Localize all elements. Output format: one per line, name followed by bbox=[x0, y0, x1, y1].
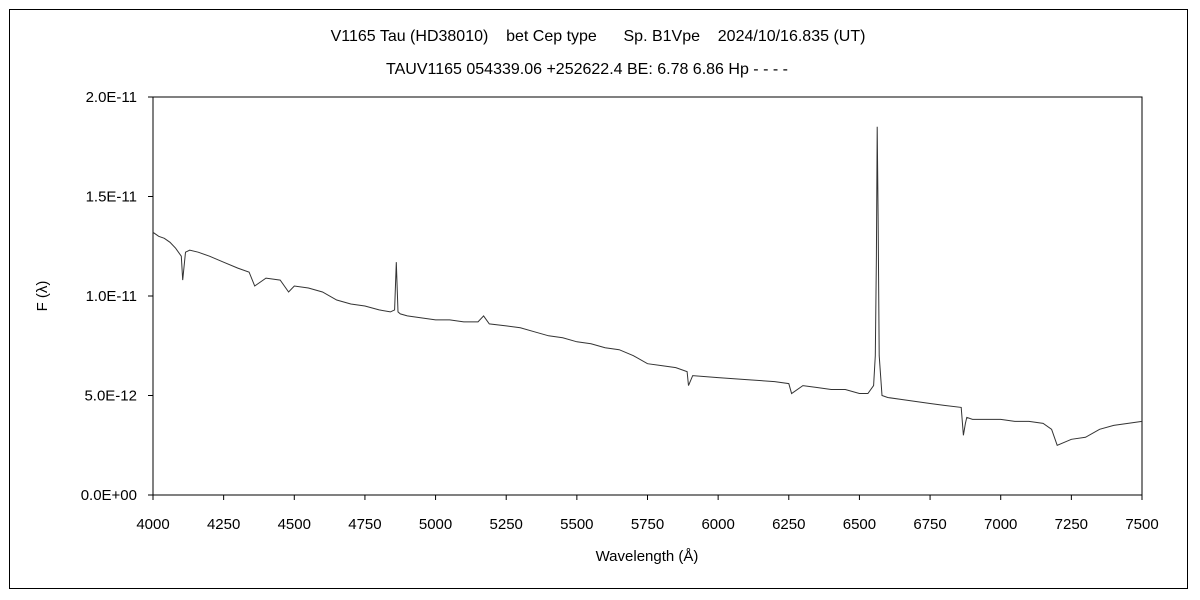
x-tick-label: 6250 bbox=[772, 516, 805, 533]
x-tick-label: 4000 bbox=[136, 516, 169, 533]
chart-subtitle: TAUV1165 054339.06 +252622.4 BE: 6.78 6.… bbox=[386, 61, 788, 78]
x-tick-label: 5500 bbox=[560, 516, 593, 533]
x-tick-label: 6500 bbox=[843, 516, 876, 533]
chart-frame bbox=[9, 9, 1188, 589]
x-tick-label: 7000 bbox=[984, 516, 1017, 533]
x-axis: 4000 4250 4500 4750 5000 5250 5500 5750 6000 6250… bbox=[136, 495, 1159, 533]
x-tick-label: 6000 bbox=[701, 516, 734, 533]
x-tick-label: 4500 bbox=[278, 516, 311, 533]
x-tick-label: 5250 bbox=[490, 516, 523, 533]
x-tick-label: 7250 bbox=[1055, 516, 1088, 533]
y-axis-label: F (λ) bbox=[34, 281, 51, 312]
y-axis: 0.0E+00 5.0E-12 1.0E-11 1.5E-11 2.0E-11 bbox=[81, 89, 153, 504]
y-tick-label: 5.0E-12 bbox=[84, 388, 137, 405]
x-tick-label: 5000 bbox=[419, 516, 452, 533]
y-tick-label: 1.5E-11 bbox=[86, 189, 137, 206]
x-axis-label: Wavelength (Å) bbox=[596, 548, 699, 565]
x-tick-label: 6750 bbox=[913, 516, 946, 533]
y-tick-label: 1.0E-11 bbox=[86, 288, 137, 305]
y-tick-label: 2.0E-11 bbox=[86, 89, 137, 106]
spectrum-line bbox=[152, 126, 1143, 446]
x-tick-label: 7500 bbox=[1125, 516, 1158, 533]
plot-area bbox=[152, 96, 1143, 496]
x-tick-label: 4750 bbox=[348, 516, 381, 533]
chart-title: V1165 Tau (HD38010) bet Cep type Sp. B1V… bbox=[330, 28, 866, 45]
y-tick-label: 0.0E+00 bbox=[81, 487, 137, 504]
x-tick-label: 5750 bbox=[631, 516, 664, 533]
x-tick-label: 4250 bbox=[207, 516, 240, 533]
